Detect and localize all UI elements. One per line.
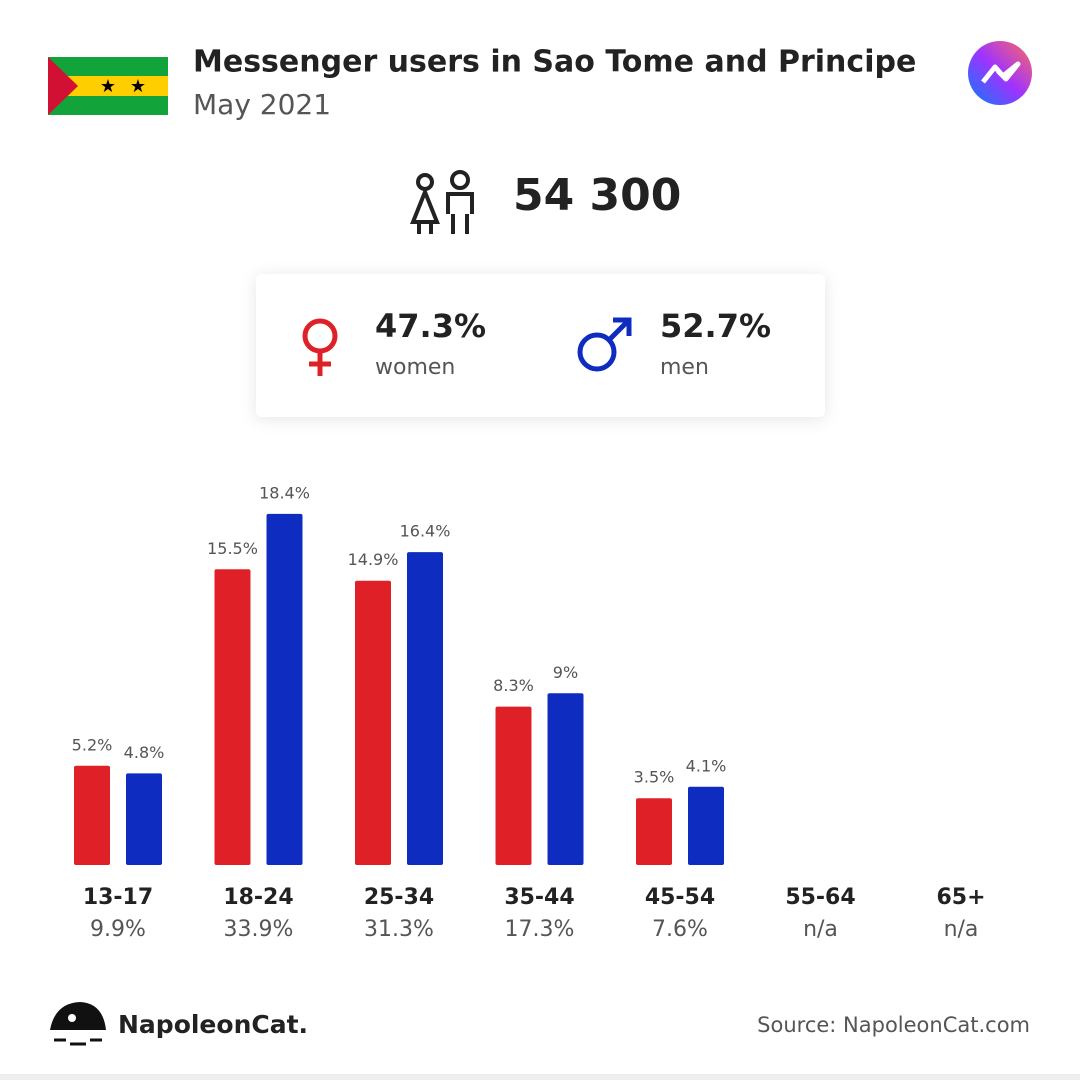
subtitle: May 2021 — [193, 88, 331, 121]
value-label: 16.4% — [400, 522, 451, 541]
category-total: n/a — [803, 917, 838, 942]
bar — [636, 798, 672, 865]
category-total: 33.9% — [224, 917, 294, 942]
value-label: 15.5% — [207, 539, 258, 558]
men-label: men — [660, 355, 709, 380]
svg-text:★: ★ — [130, 76, 146, 97]
messenger-icon — [968, 41, 1032, 105]
value-label: 8.3% — [493, 676, 534, 695]
male-symbol — [577, 317, 632, 372]
title: Messenger users in Sao Tome and Principe — [193, 45, 916, 80]
women-label: women — [375, 355, 455, 380]
category-label: 13-17 — [83, 885, 153, 910]
value-label: 9% — [553, 663, 578, 682]
category-total: 7.6% — [652, 917, 708, 942]
brand-logo — [50, 1002, 106, 1046]
value-label: 3.5% — [634, 768, 675, 787]
category-total: 31.3% — [364, 917, 434, 942]
bar — [495, 706, 532, 865]
men-share: 52.7% — [660, 307, 771, 345]
category-label: 45-54 — [645, 885, 715, 910]
bottom-strip — [0, 1074, 1080, 1080]
value-label: 4.8% — [124, 743, 165, 762]
bar — [547, 693, 584, 865]
value-label: 4.1% — [686, 756, 727, 775]
gender-card — [256, 274, 825, 417]
value-label: 14.9% — [348, 550, 399, 569]
svg-text:★: ★ — [100, 76, 116, 97]
bar — [355, 580, 391, 865]
source: Source: NapoleonCat.com — [757, 1013, 1030, 1037]
flag: ★ ★ — [48, 57, 168, 115]
category-label: 25-34 — [364, 885, 434, 910]
category-label: 65+ — [936, 885, 985, 910]
bar — [214, 569, 251, 865]
people-icon — [410, 170, 474, 234]
category-total: 9.9% — [90, 917, 146, 942]
bar — [74, 765, 110, 865]
category-label: 55-64 — [785, 885, 855, 910]
brand: NapoleonCat. — [118, 1010, 308, 1039]
bar — [407, 552, 443, 865]
women-share: 47.3% — [375, 307, 486, 345]
category-total: 17.3% — [505, 917, 575, 942]
category-total: n/a — [944, 917, 979, 942]
bar — [266, 513, 303, 865]
bar — [688, 786, 724, 865]
category-label: 35-44 — [504, 885, 574, 910]
value-label: 18.4% — [259, 483, 310, 502]
female-symbol — [302, 318, 338, 376]
bar — [126, 773, 162, 865]
category-label: 18-24 — [223, 885, 293, 910]
value-label: 5.2% — [72, 735, 113, 754]
total-users: 54 300 — [513, 170, 681, 221]
